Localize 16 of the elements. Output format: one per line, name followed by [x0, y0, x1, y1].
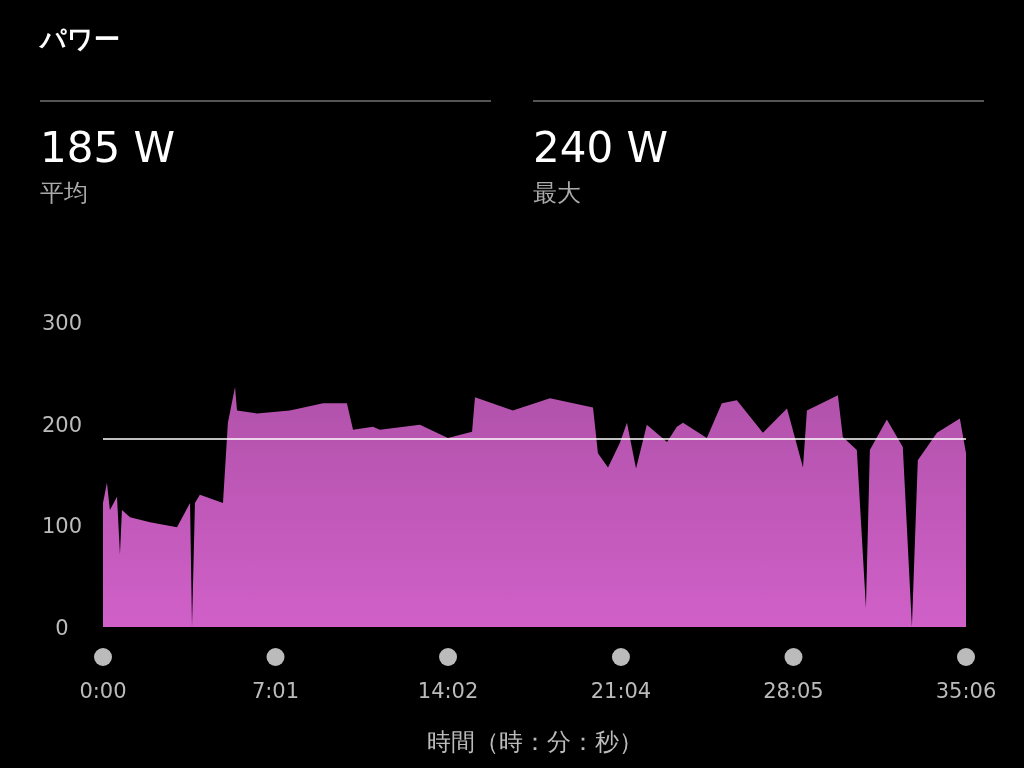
x-tick-label: 35:06 — [935, 679, 997, 703]
text: 平均 — [40, 179, 88, 207]
y-tick-label: 200 — [41, 412, 83, 437]
x-tick-label: 7:01 — [251, 679, 300, 703]
text: 185 W — [40, 123, 176, 172]
x-tick-label: 14:02 — [417, 679, 479, 703]
y-tick-label: 300 — [41, 311, 83, 335]
x-axis-title: 時間（時：分：秒） — [426, 728, 643, 756]
text: 最大 — [533, 179, 581, 207]
text: 240 W — [533, 123, 669, 172]
x-tick-label: 28:05 — [763, 679, 824, 703]
y-tick-label: 0 — [55, 616, 69, 640]
y-tick-label: 100 — [41, 514, 83, 539]
x-tick-label: 0:00 — [79, 679, 127, 703]
chart-title: パワー — [38, 24, 120, 54]
x-tick-label: 21:04 — [590, 679, 652, 703]
